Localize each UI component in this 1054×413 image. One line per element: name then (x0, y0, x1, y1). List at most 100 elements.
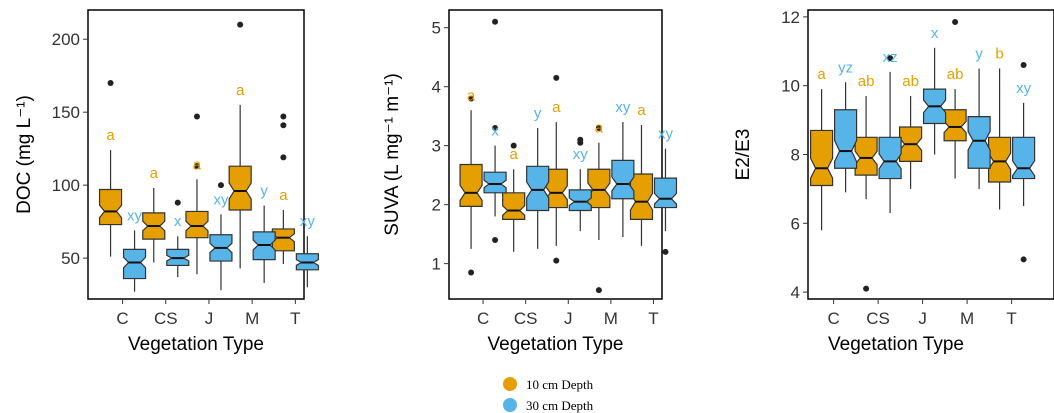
plot-frame (448, 9, 663, 300)
notched-box (526, 165, 550, 212)
box-j-10cm: ab (899, 73, 923, 189)
y-tick-label: 1 (432, 255, 441, 274)
outlier-point (492, 18, 499, 25)
panel-1: 50 100 150 200 C CS J M T Vegetation Type DOC (mg … (14, 9, 319, 355)
notched-box (228, 165, 252, 211)
box-cs-10cm: ab (854, 73, 878, 292)
notched-box (459, 163, 483, 208)
significance-letter: x (491, 123, 499, 140)
notched-box (544, 168, 568, 209)
y-axis-title: SUVA (L mg⁻¹ m⁻¹) (382, 73, 403, 236)
panel-2: 1 2 3 4 5 C CS J M T Vegetation Type SUVA (L mg⁻¹ m… (382, 9, 678, 355)
box-c-30cm: yz (834, 59, 858, 193)
outlier-point (280, 154, 287, 161)
series-10cm: a a a a a (459, 74, 654, 294)
outlier-point (193, 113, 200, 120)
box-j-10cm: a (185, 113, 209, 275)
significance-letter: a (510, 146, 519, 163)
box-t-30cm: xy (653, 126, 678, 255)
x-tick-label: J (918, 309, 927, 328)
y-tick-label: 3 (432, 137, 441, 156)
box-m-10cm: ab (943, 19, 967, 179)
box-m-30cm: xy (611, 99, 635, 238)
y-tick-label: 8 (791, 146, 800, 165)
box-t-30cm: xy (295, 213, 319, 288)
x-tick-label: CS (514, 309, 538, 328)
notched-box (1012, 136, 1036, 180)
y-tick-label: 12 (781, 8, 800, 27)
y-tick-label: 10 (781, 77, 800, 96)
significance-letter: xy (1016, 80, 1032, 97)
outlier-point (193, 163, 200, 170)
significance-letter: a (279, 187, 288, 204)
outlier-point (492, 124, 499, 131)
box-t-10cm: a (629, 102, 654, 246)
significance-letter: x (931, 25, 939, 42)
notched-box (568, 189, 592, 212)
y-tick-label: 4 (432, 78, 441, 97)
significance-letter: a (595, 120, 604, 137)
significance-letter: x (174, 213, 182, 230)
outlier-point (280, 113, 287, 120)
box-cs-10cm: a (502, 142, 526, 252)
outlier-point (1020, 62, 1027, 69)
y-axis-title: E2/E3 (733, 129, 754, 181)
box-c-30cm: x (483, 18, 507, 244)
x-axis-title: Vegetation Type (488, 334, 624, 355)
notched-box (834, 109, 858, 169)
significance-letter: a (552, 99, 561, 116)
significance-letter: xy (127, 207, 143, 224)
notched-box (502, 192, 526, 220)
outlier-point (280, 122, 287, 129)
y-tick-label: 2 (432, 196, 441, 215)
x-axis-title: Vegetation Type (828, 334, 964, 355)
y-tick-label: 4 (791, 283, 800, 302)
box-j-10cm: a (544, 74, 568, 264)
significance-letter: ab (947, 66, 964, 83)
legend-label: 10 cm Depth (526, 377, 594, 392)
series-10cm: a a a a a (98, 21, 295, 275)
significance-letter: xz (883, 49, 898, 66)
significance-letter: yz (838, 59, 853, 76)
notched-box (943, 109, 967, 142)
significance-letter: y (260, 183, 268, 200)
significance-letter: xy (300, 213, 316, 230)
notched-box (878, 136, 902, 180)
series-30cm: xy x xy y xy (122, 182, 319, 292)
y-tick-label: 6 (791, 214, 800, 233)
outlier-point (468, 269, 475, 276)
outlier-point (863, 285, 870, 292)
y-tick-label: 50 (61, 249, 80, 268)
x-tick-label: T (290, 309, 300, 328)
significance-letter: ab (902, 73, 919, 90)
significance-letter: xy (615, 99, 631, 116)
outlier-point (468, 95, 475, 102)
x-tick-label: CS (154, 309, 178, 328)
outlier-point (510, 142, 517, 149)
y-tick-label: 200 (52, 30, 80, 49)
significance-letter: xy (658, 126, 674, 143)
significance-letter: a (817, 66, 826, 83)
box-m-10cm: a (228, 21, 252, 269)
box-j-30cm: xy (568, 136, 592, 232)
outlier-point (595, 287, 602, 294)
notched-box (967, 116, 991, 169)
x-tick-label: C (827, 309, 839, 328)
box-c-30cm: xy (122, 207, 147, 292)
outlier-point (887, 55, 894, 62)
outlier-point (1020, 256, 1027, 263)
outlier-point (174, 199, 181, 206)
significance-letter: a (193, 156, 202, 173)
outlier-point (237, 21, 244, 28)
notched-box (611, 159, 635, 200)
x-tick-label: T (648, 309, 658, 328)
y-axis-title: DOC (mg L⁻¹) (14, 95, 35, 214)
x-tick-label: M (245, 309, 259, 328)
notched-box (653, 177, 678, 209)
outlier-point (553, 257, 560, 264)
panel-3: 4 6 8 10 12 C CS J M T Vegetation Type E2/E3 a ab ab ab… (733, 8, 1054, 355)
x-tick-label: C (116, 309, 128, 328)
significance-letter: xy (573, 146, 589, 163)
